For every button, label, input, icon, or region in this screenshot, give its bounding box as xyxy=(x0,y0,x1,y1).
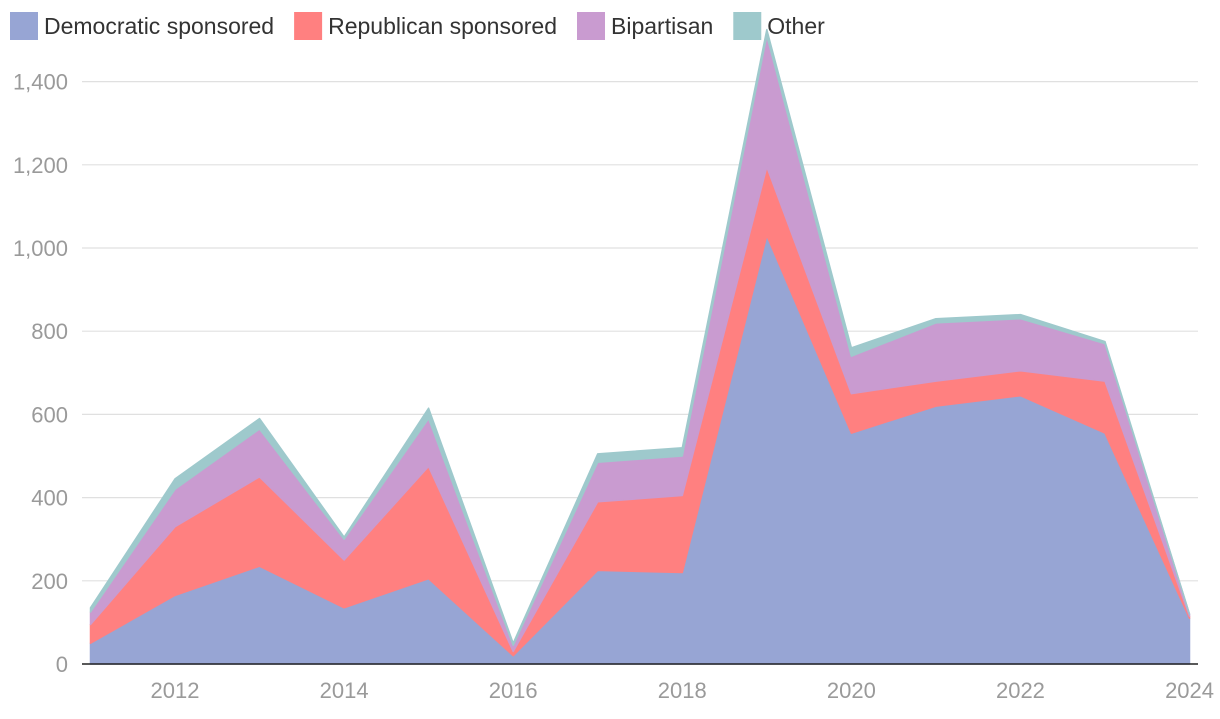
legend-swatch-democratic-sponsored xyxy=(10,12,38,40)
x-tick-label: 2014 xyxy=(320,678,369,703)
x-tick-label: 2018 xyxy=(658,678,707,703)
legend-label-republican-sponsored: Republican sponsored xyxy=(328,13,557,39)
x-tick-label: 2022 xyxy=(996,678,1045,703)
legend: Democratic sponsored Republican sponsored… xyxy=(10,12,825,40)
legend-label-democratic-sponsored: Democratic sponsored xyxy=(44,13,274,39)
legend-label-bipartisan: Bipartisan xyxy=(611,13,713,39)
x-tick-label: 2020 xyxy=(827,678,876,703)
legend-label-other: Other xyxy=(767,13,825,39)
area-series-group xyxy=(89,28,1191,665)
y-tick-label: 800 xyxy=(31,319,68,344)
legend-swatch-bipartisan xyxy=(577,12,605,40)
y-tick-label: 1,000 xyxy=(13,236,68,261)
area-series-other xyxy=(89,28,1191,647)
y-tick-label: 1,400 xyxy=(13,70,68,95)
y-tick-label: 1,200 xyxy=(13,153,68,178)
legend-swatch-other xyxy=(733,12,762,40)
y-tick-label: 200 xyxy=(31,569,68,594)
x-tick-label: 2016 xyxy=(489,678,538,703)
y-tick-label: 600 xyxy=(31,402,68,427)
x-tick-label: 2024 xyxy=(1165,678,1214,703)
y-tick-label: 400 xyxy=(31,486,68,511)
y-tick-label: 0 xyxy=(56,652,68,677)
x-tick-label: 2012 xyxy=(151,678,200,703)
axes: 0 200 400 600 800 1,000 1,200 1,400 2012 2014 2016… xyxy=(13,70,1214,703)
legend-swatch-republican-sponsored xyxy=(294,12,323,40)
